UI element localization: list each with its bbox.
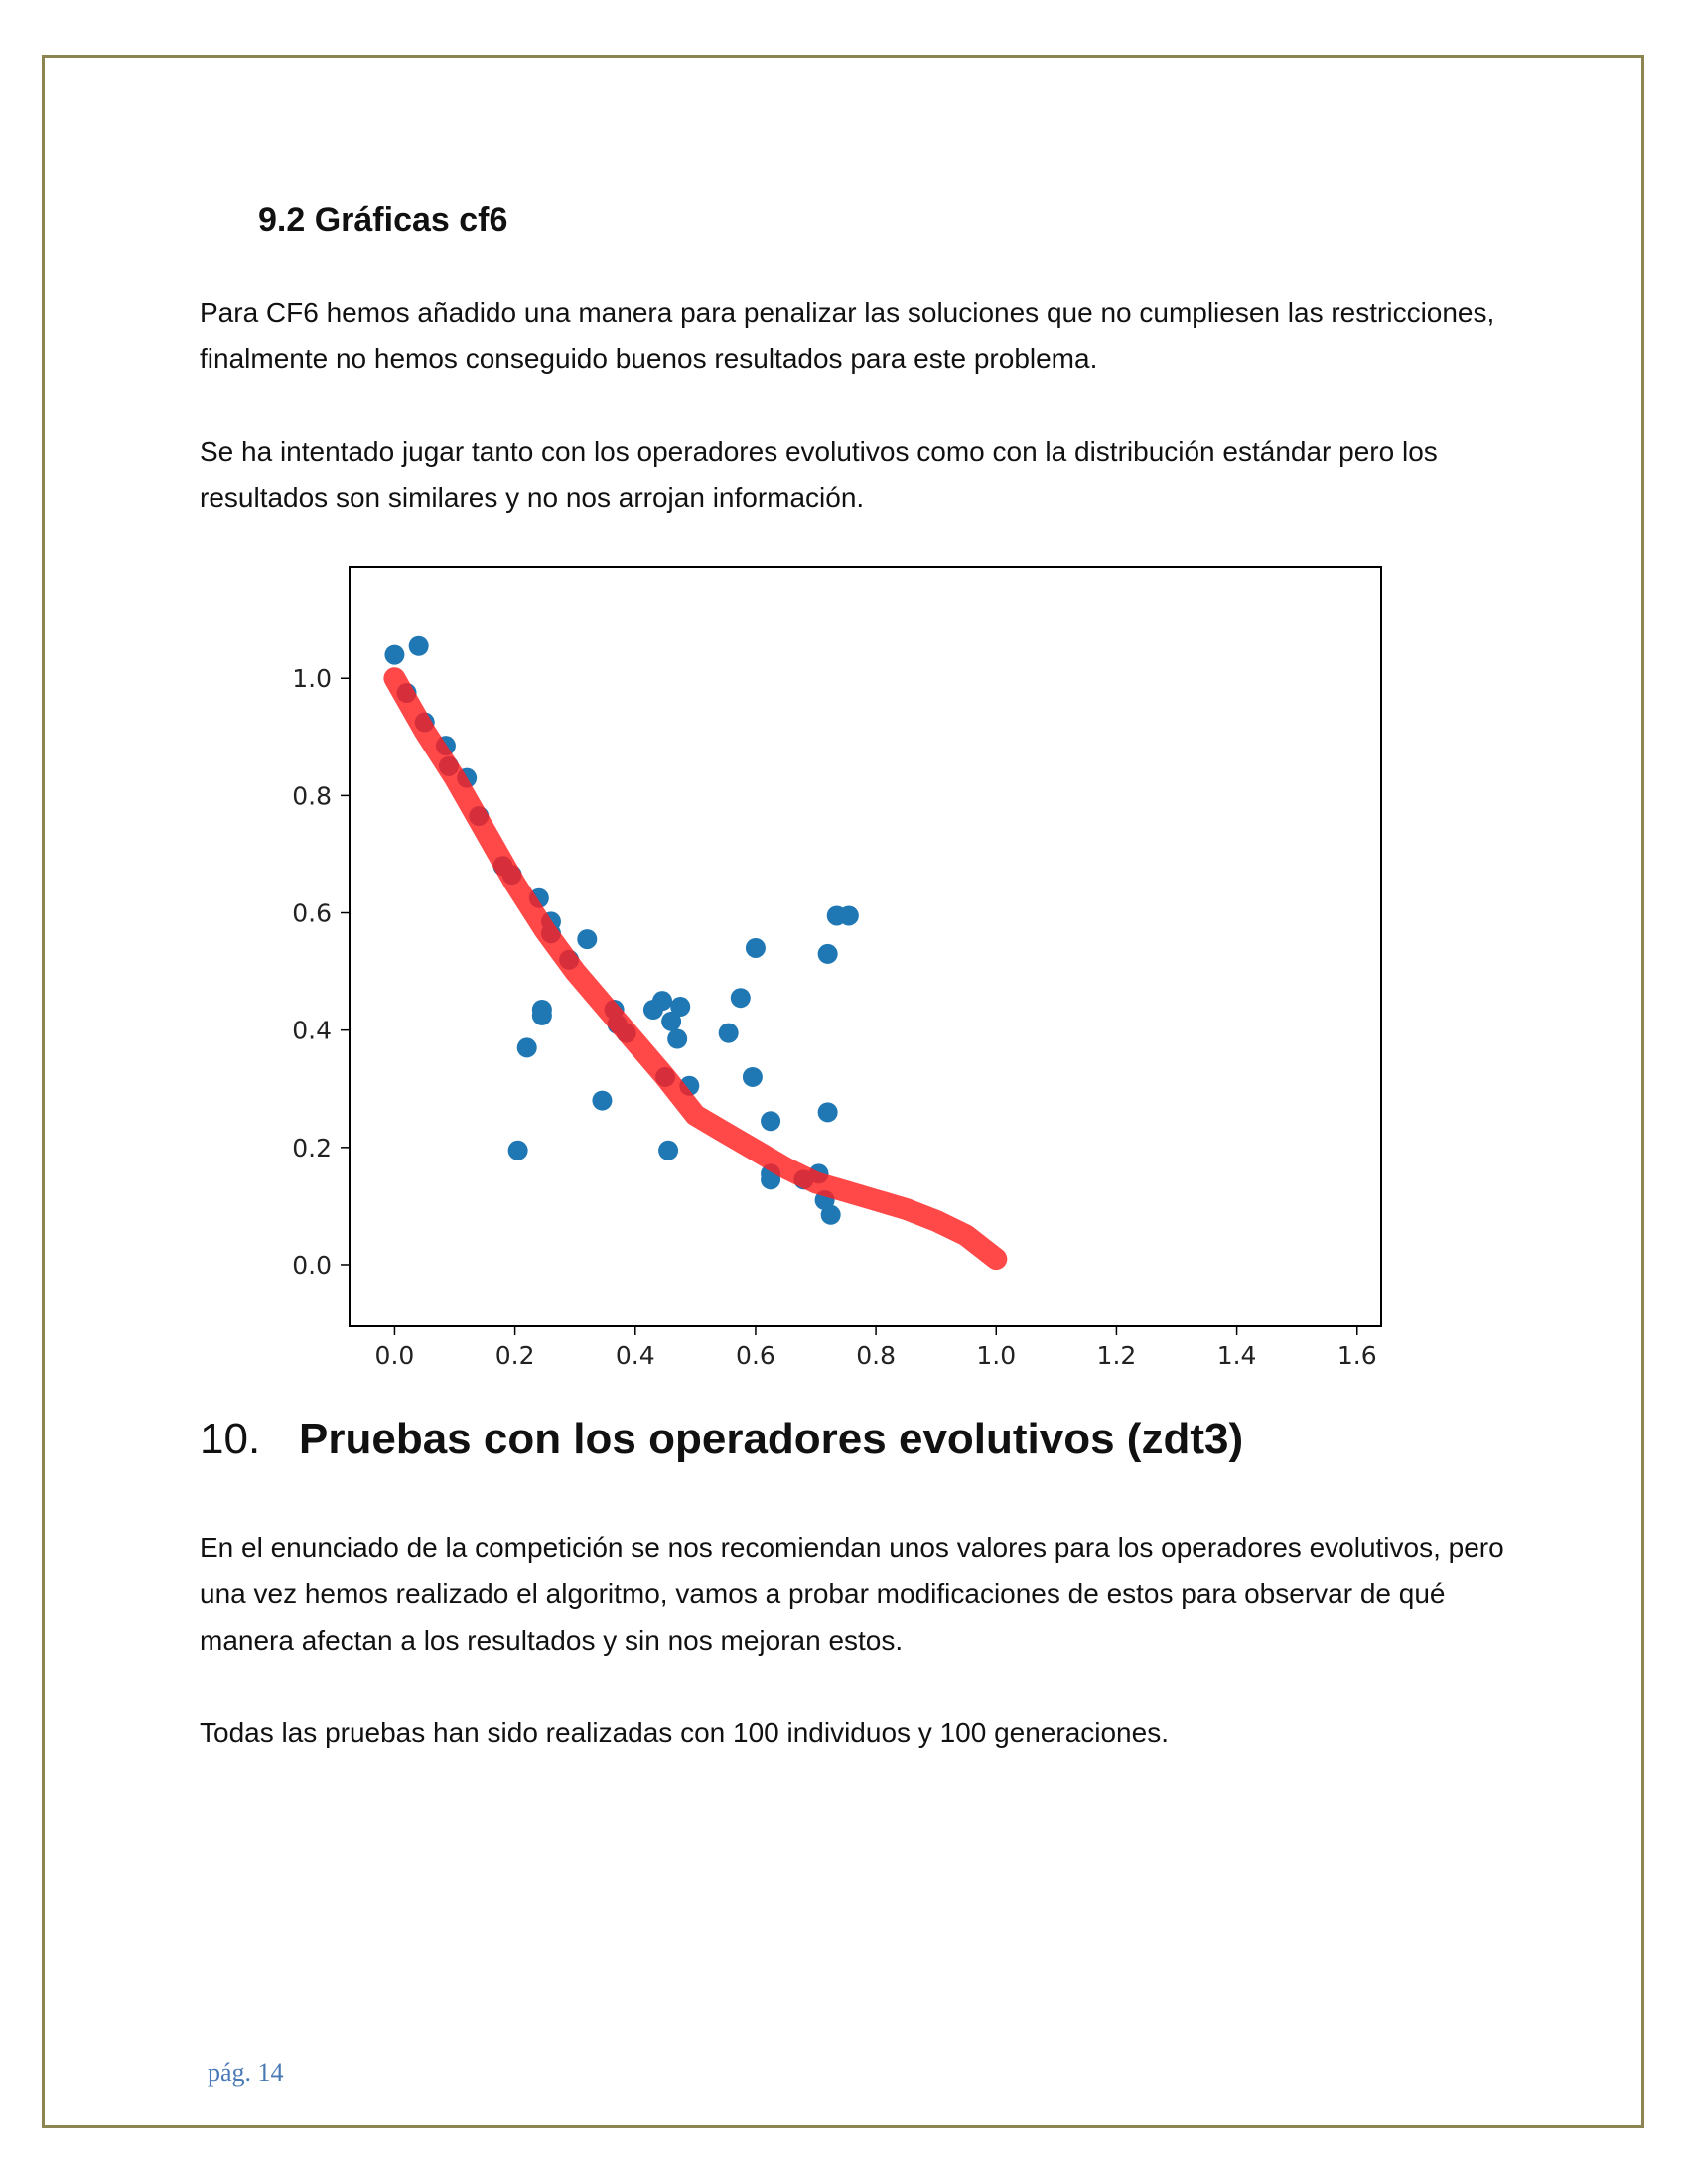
data-point [658,1140,679,1160]
data-point [384,644,405,665]
section-heading-9-2: 9.2 Gráficas cf6 [258,202,508,239]
x-tick-label: 0.8 [856,1341,896,1370]
section-number: 10. [200,1415,261,1463]
y-tick-label: 0.4 [292,1017,332,1045]
x-tick-label: 1.2 [1097,1341,1137,1370]
x-tick-label: 0.4 [616,1341,655,1370]
data-point [667,1028,688,1049]
data-point [817,1102,838,1123]
data-point [742,1066,763,1087]
y-tick-label: 0.8 [292,781,332,810]
page-border [42,55,1644,2128]
plot-frame [349,566,1382,1327]
section-title: Pruebas con los operadores evolutivos (z… [299,1415,1244,1463]
paragraph-operators-intro: En el enunciado de la competición se nos… [200,1532,1504,1656]
y-tick-label: 0.2 [292,1134,332,1162]
paragraph-tests-config: Todas las pruebas han sido realizadas co… [200,1717,1169,1748]
page-number: pág. 14 [208,2058,284,2087]
data-point [531,1005,552,1025]
pareto-front-line [383,667,1008,1271]
data-point [718,1023,739,1043]
y-tick-label: 1.0 [292,664,332,693]
data-point [577,929,598,950]
data-point [507,1140,528,1160]
y-tick-label: 0.6 [292,899,332,928]
data-point [730,988,751,1009]
x-tick-label: 1.6 [1337,1341,1377,1370]
paragraph-cf6-penalty: Para CF6 hemos añadido una manera para p… [200,297,1495,374]
x-tick-label: 0.2 [495,1341,535,1370]
section-heading-10: 10. Pruebas con los operadores evolutivos… [200,1415,1243,1464]
x-tick-label: 0.0 [375,1341,415,1370]
x-tick-label: 1.0 [976,1341,1016,1370]
data-point [820,1204,841,1225]
data-point [661,1011,682,1031]
data-point [670,997,691,1018]
data-point [592,1090,613,1111]
data-point [745,937,766,958]
data-point [652,991,673,1012]
paragraph-cf6-operators: Se ha intentado jugar tanto con los oper… [200,436,1438,513]
data-point [838,905,859,926]
cf6-scatter-chart: 0.0 0.2 0.4 0.6 0.8 1.0 1.2 1.4 1.6 0.0 0.2 0.4 0.6 0… [292,566,1382,1370]
data-point [516,1037,537,1058]
data-point [817,943,838,964]
data-point [761,1111,781,1132]
data-point [408,635,429,656]
x-tick-label: 0.6 [736,1341,775,1370]
x-tick-label: 1.4 [1217,1341,1257,1370]
y-tick-label: 0.0 [292,1251,332,1280]
